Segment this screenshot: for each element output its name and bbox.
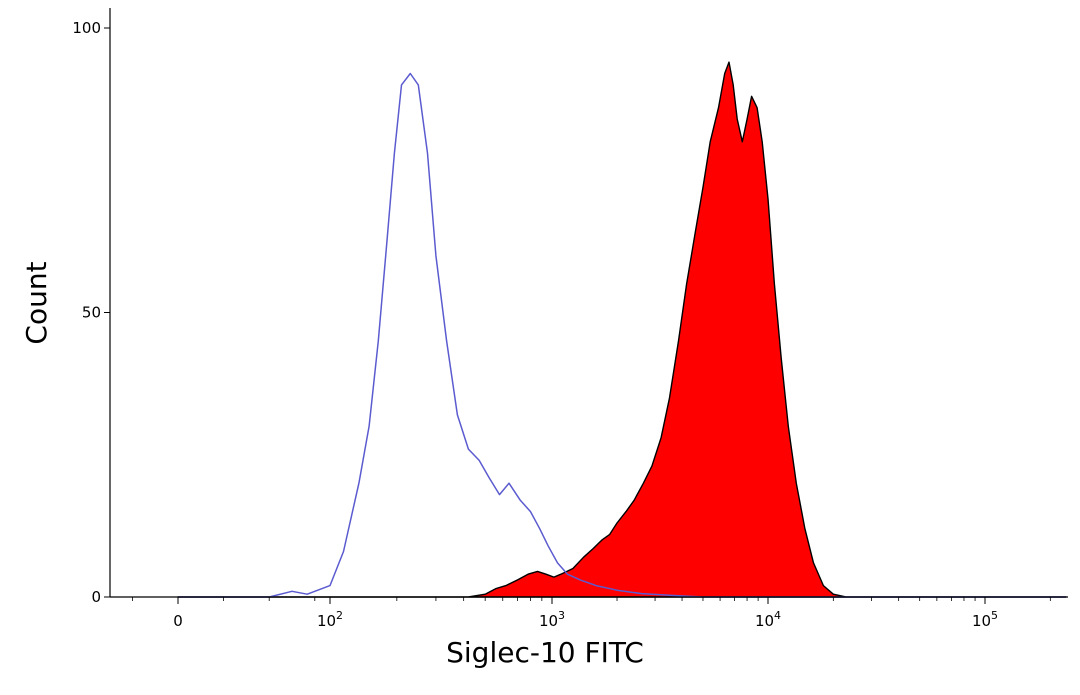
stained-histogram-series <box>177 61 1067 598</box>
y-axis-title: Count <box>20 261 53 344</box>
y-tick-label: 50 <box>82 304 101 322</box>
x-tick-label: 104 <box>755 609 781 630</box>
x-axis-title: Siglec-10 FITC <box>446 636 644 669</box>
control-histogram-series <box>178 72 1066 598</box>
y-tick-label: 100 <box>72 19 101 37</box>
y-tick-label: 0 <box>91 588 101 606</box>
plot-area <box>177 61 1067 598</box>
x-tick-label: 103 <box>539 609 565 630</box>
x-tick-label: 0 <box>173 612 183 630</box>
axes <box>109 8 1068 598</box>
x-tick-label: 105 <box>972 609 998 630</box>
x-tick-label: 102 <box>317 609 343 630</box>
ticks: 0 50 100 0 102 103 104 105 <box>72 19 1051 630</box>
